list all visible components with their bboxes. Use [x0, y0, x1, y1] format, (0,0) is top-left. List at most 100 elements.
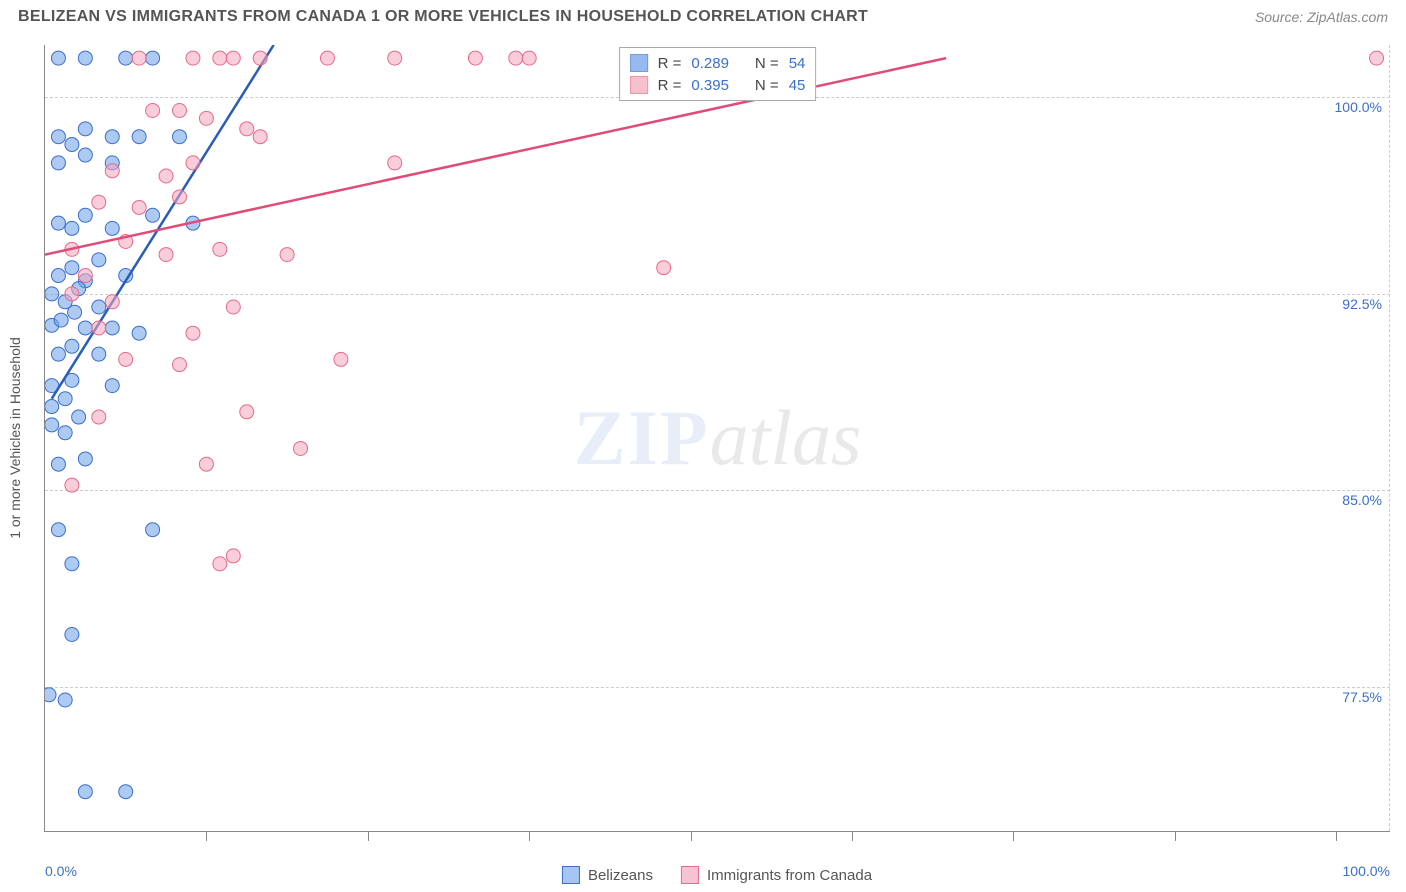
series-legend: Belizeans Immigrants from Canada	[562, 866, 872, 884]
x-tick	[1013, 831, 1014, 841]
data-point	[119, 785, 133, 799]
data-point	[468, 51, 482, 65]
plot-area: 1 or more Vehicles in Household ZIPatlas…	[44, 45, 1390, 832]
data-point	[119, 51, 133, 65]
r-label: R =	[658, 55, 682, 72]
source-attribution: Source: ZipAtlas.com	[1255, 9, 1388, 25]
data-point	[320, 51, 334, 65]
data-point	[51, 457, 65, 471]
data-point	[1370, 51, 1384, 65]
data-point	[146, 104, 160, 118]
y-axis-label: 1 or more Vehicles in Household	[7, 337, 23, 539]
x-max-label: 100.0%	[1343, 863, 1390, 879]
chart-title: BELIZEAN VS IMMIGRANTS FROM CANADA 1 OR …	[18, 8, 868, 26]
x-tick	[1175, 831, 1176, 841]
r-label: R =	[658, 77, 682, 94]
data-point	[92, 321, 106, 335]
data-point	[173, 130, 187, 144]
n-label: N =	[755, 77, 779, 94]
data-point	[65, 221, 79, 235]
data-point	[199, 111, 213, 125]
data-point	[51, 156, 65, 170]
data-point	[51, 269, 65, 283]
data-point	[253, 51, 267, 65]
data-point	[45, 418, 59, 432]
data-point	[45, 400, 59, 414]
data-point	[92, 347, 106, 361]
data-point	[65, 261, 79, 275]
data-point	[509, 51, 523, 65]
data-point	[388, 156, 402, 170]
legend-swatch	[630, 76, 648, 94]
legend-swatch	[681, 866, 699, 884]
data-point	[78, 321, 92, 335]
data-point	[146, 523, 160, 537]
legend-label: Belizeans	[588, 867, 653, 884]
data-point	[213, 242, 227, 256]
data-point	[132, 326, 146, 340]
data-point	[294, 441, 308, 455]
data-point	[78, 785, 92, 799]
data-point	[92, 195, 106, 209]
data-point	[105, 321, 119, 335]
legend-item: Belizeans	[562, 866, 653, 884]
data-point	[146, 51, 160, 65]
legend-swatch	[630, 54, 648, 72]
legend-item: Immigrants from Canada	[681, 866, 872, 884]
data-point	[105, 295, 119, 309]
correlation-row: R = 0.395 N = 45	[630, 74, 806, 96]
data-point	[132, 130, 146, 144]
n-label: N =	[755, 55, 779, 72]
correlation-legend: R = 0.289N = 54R = 0.395N = 45	[619, 47, 817, 101]
data-point	[240, 122, 254, 136]
data-point	[78, 269, 92, 283]
data-point	[132, 51, 146, 65]
data-point	[78, 122, 92, 136]
data-point	[226, 549, 240, 563]
data-point	[213, 557, 227, 571]
data-point	[51, 347, 65, 361]
legend-label: Immigrants from Canada	[707, 867, 872, 884]
data-point	[45, 688, 56, 702]
data-point	[105, 221, 119, 235]
data-point	[186, 156, 200, 170]
data-point	[657, 261, 671, 275]
data-point	[105, 379, 119, 393]
x-tick	[1336, 831, 1337, 841]
data-point	[173, 358, 187, 372]
data-point	[58, 426, 72, 440]
data-point	[173, 104, 187, 118]
data-point	[54, 313, 68, 327]
data-point	[173, 190, 187, 204]
data-point	[65, 138, 79, 152]
data-point	[213, 51, 227, 65]
data-point	[186, 326, 200, 340]
data-point	[159, 169, 173, 183]
data-point	[388, 51, 402, 65]
data-point	[522, 51, 536, 65]
data-point	[72, 410, 86, 424]
x-tick	[529, 831, 530, 841]
x-tick	[691, 831, 692, 841]
data-point	[226, 51, 240, 65]
x-tick	[852, 831, 853, 841]
data-point	[58, 693, 72, 707]
data-point	[119, 352, 133, 366]
data-point	[105, 164, 119, 178]
data-point	[92, 253, 106, 267]
data-point	[65, 478, 79, 492]
r-value: 0.289	[691, 55, 729, 72]
data-point	[78, 148, 92, 162]
r-value: 0.395	[691, 77, 729, 94]
data-point	[45, 287, 59, 301]
data-point	[92, 300, 106, 314]
scatter-svg	[45, 45, 1390, 831]
n-value: 45	[789, 77, 806, 94]
data-point	[253, 130, 267, 144]
data-point	[51, 130, 65, 144]
correlation-row: R = 0.289N = 54	[630, 52, 806, 74]
data-point	[78, 452, 92, 466]
data-point	[68, 305, 82, 319]
data-point	[105, 130, 119, 144]
x-tick	[206, 831, 207, 841]
